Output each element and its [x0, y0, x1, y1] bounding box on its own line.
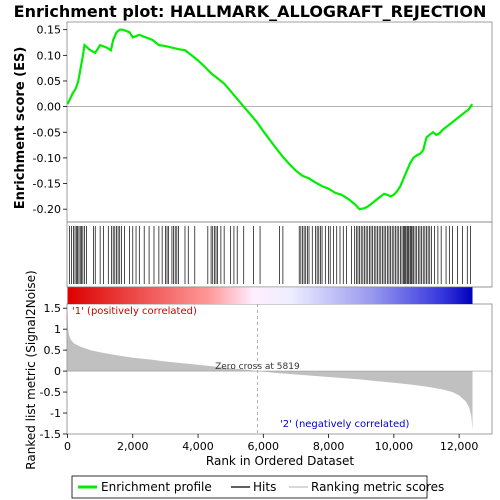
es-y-tick-label: 0.15 — [37, 24, 62, 37]
chart-title: Enrichment plot: HALLMARK_ALLOGRAFT_REJE… — [14, 2, 487, 21]
positively-correlated-label: '1' (positively correlated) — [72, 306, 197, 317]
es-y-axis-label: Enrichment score (ES) — [13, 47, 28, 210]
rank-x-axis: 0 2,000 4,000 6,000 8,000 10,000 12,000 — [64, 434, 478, 453]
legend-metric-label: Ranking metric scores — [311, 480, 444, 494]
enrichment-panel-frame — [66, 21, 493, 223]
rank-x-tick-label: 2,000 — [117, 440, 149, 453]
metric-y-tick-label: 0 — [54, 365, 61, 378]
metric-y-axis-label: Ranked list metric (Signal2Noise) — [24, 270, 38, 469]
rank-x-tick-label: 4,000 — [182, 440, 214, 453]
hit-markers — [69, 226, 471, 284]
rank-x-tick-label: 6,000 — [248, 440, 280, 453]
es-y-tick-label: 0.00 — [37, 101, 62, 114]
metric-y-tick-label: -1.5 — [40, 428, 61, 441]
rank-heat-bar — [67, 287, 473, 304]
metric-y-tick-label: 0.5 — [44, 344, 62, 357]
zero-cross-label: Zero cross at 5819 — [215, 362, 300, 372]
rank-x-tick-label: 10,000 — [375, 440, 414, 453]
metric-y-tick-label: -0.5 — [40, 386, 61, 399]
enrichment-profile-line — [66, 28, 474, 211]
es-y-tick-label: -0.15 — [33, 178, 61, 191]
es-y-tick-label: -0.05 — [33, 126, 61, 139]
legend-enrichment-label: Enrichment profile — [101, 480, 212, 494]
es-y-tick-label: -0.20 — [33, 203, 61, 216]
es-y-axis: 0.15 0.10 0.05 0.00 -0.05 -0.10 -0.15 -0.20 — [33, 24, 67, 216]
es-y-tick-label: 0.05 — [37, 75, 62, 88]
ranking-metric-area — [67, 310, 473, 430]
es-y-tick-label: 0.10 — [37, 49, 62, 62]
rank-x-tick-label: 0 — [64, 440, 71, 453]
metric-y-tick-label: -1 — [50, 407, 61, 420]
rank-x-tick-label: 8,000 — [313, 440, 345, 453]
metric-y-tick-label: 1.5 — [44, 302, 62, 315]
legend: Enrichment profile Hits Ranking metric s… — [71, 475, 444, 499]
legend-hits-label: Hits — [253, 480, 276, 494]
metric-y-axis: 1.5 1 0.5 0 -0.5 -1 -1.5 — [40, 302, 67, 441]
negatively-correlated-label: '2' (negatively correlated) — [280, 419, 409, 430]
rank-x-tick-label: 12,000 — [440, 440, 479, 453]
metric-y-tick-label: 1 — [54, 323, 61, 336]
rank-x-axis-label: Rank in Ordered Dataset — [206, 454, 354, 468]
es-y-tick-label: -0.10 — [33, 152, 61, 165]
